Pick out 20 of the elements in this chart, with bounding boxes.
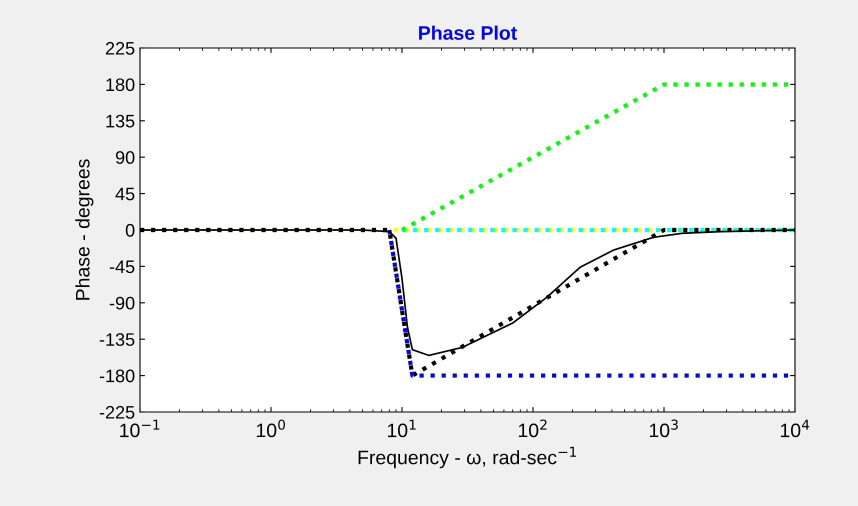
y-tick-label: 90 [116,151,134,164]
x-tick-label: 10$^{0}$ [256,420,286,438]
y-tick-label: -135 [100,333,134,346]
y-tick-label: -225 [100,406,134,419]
x-tick-label: 10$^{4}$ [780,420,810,438]
y-tick-label: 180 [106,78,134,92]
y-tick-label: 45 [115,188,134,200]
y-axis-title: Phase - degrees [75,159,94,300]
y-tick-label: -45 [110,260,134,274]
y-tick-label: 0 [126,224,134,237]
x-tick-label: 10$^{1}$ [388,420,416,438]
y-tick-label: 225 [106,42,134,55]
x-tick-label: 10$^{−1}$ [120,420,160,438]
x-tick-label: 10$^{2}$ [518,420,547,438]
y-tick-label: -90 [110,296,134,310]
x-tick-label: 10$^{3}$ [650,420,678,438]
x-axis-title: Frequency - ω, rad-sec$^{−1}$ [358,446,576,468]
y-tick-label: -180 [100,370,134,382]
chart-title: Phase Plot [419,26,517,40]
y-tick-label: 135 [106,114,134,128]
